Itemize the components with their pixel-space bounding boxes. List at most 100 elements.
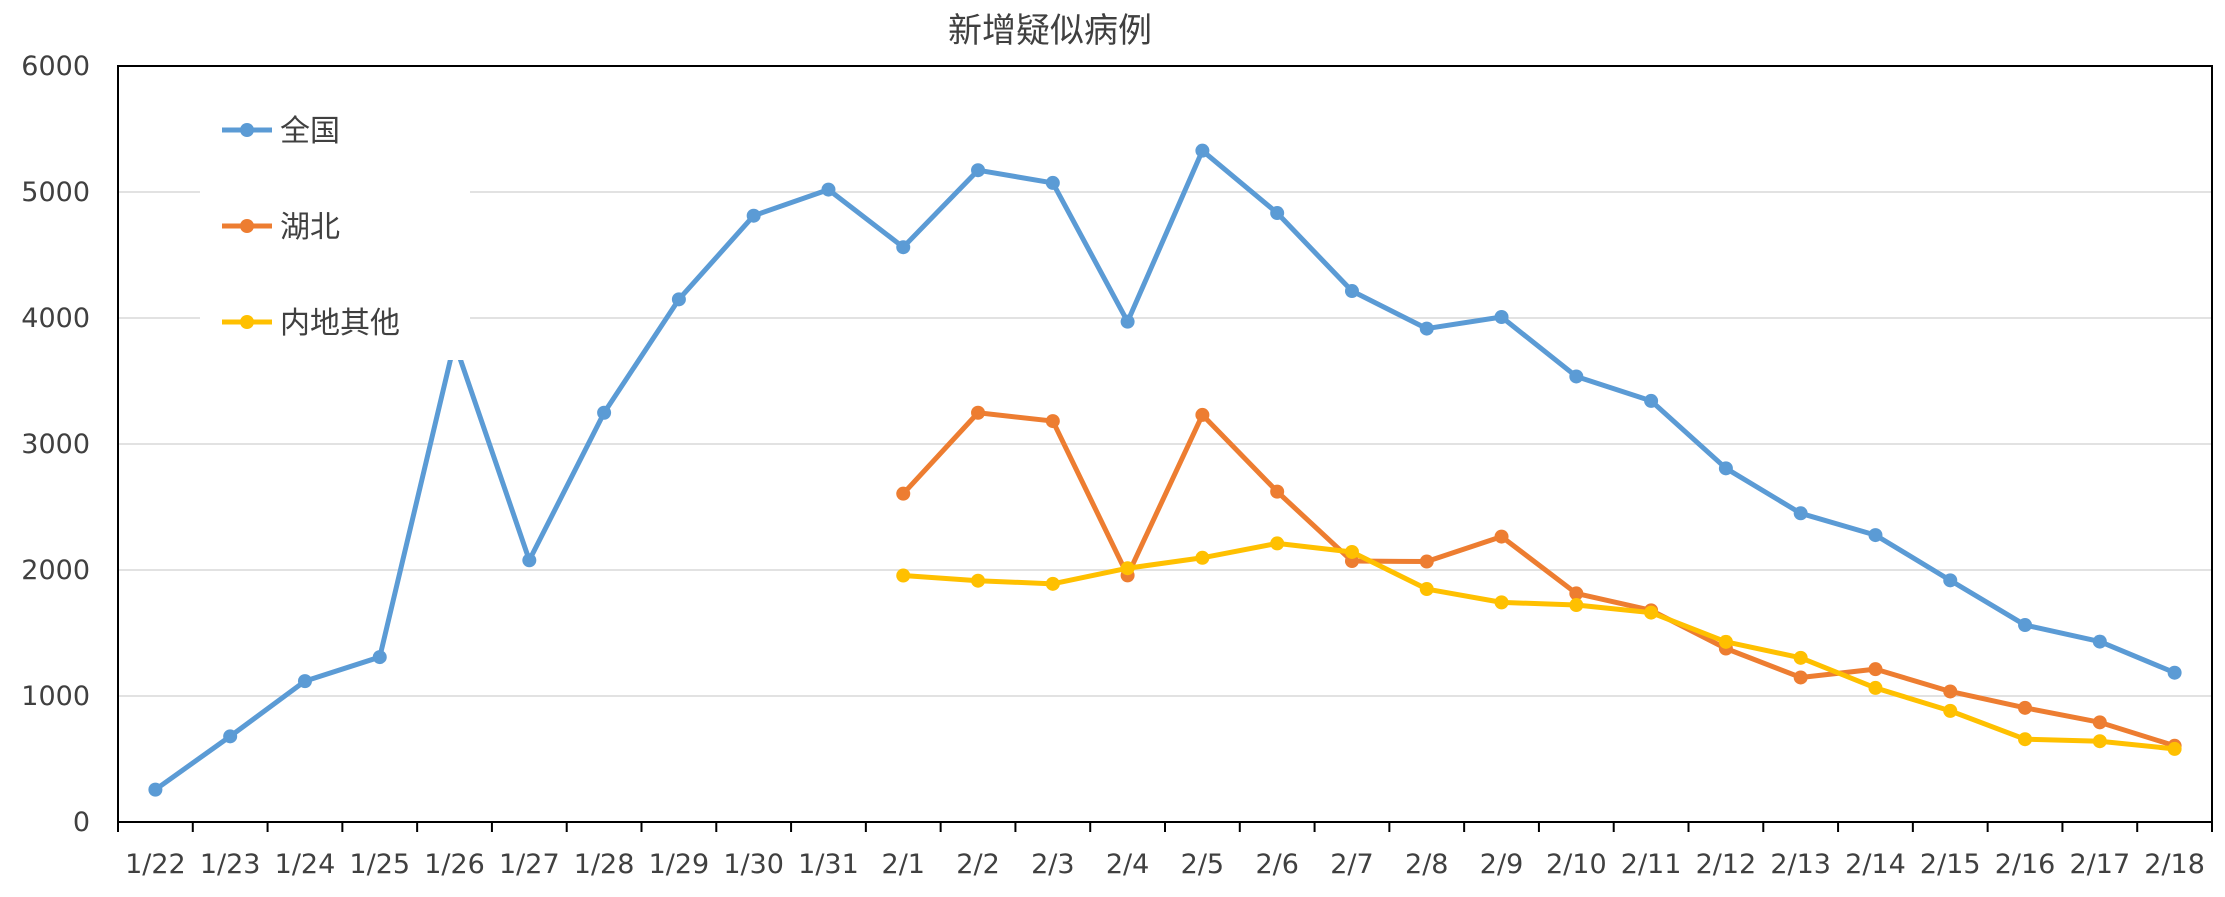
data-point — [1718, 461, 1733, 476]
legend-marker — [240, 315, 254, 329]
x-tick-label: 2/1 — [882, 849, 925, 880]
data-point — [1270, 206, 1285, 221]
data-point — [2167, 665, 2182, 680]
data-point — [1270, 536, 1285, 551]
data-point — [1569, 369, 1584, 384]
x-tick-label: 2/17 — [2070, 849, 2131, 880]
x-tick-label: 2/4 — [1106, 849, 1149, 880]
data-point — [148, 782, 163, 797]
series-2 — [896, 405, 2182, 753]
data-point — [2018, 700, 2033, 715]
x-tick-label: 2/15 — [1920, 849, 1981, 880]
data-point — [1644, 605, 1659, 620]
data-point — [297, 674, 312, 689]
data-point — [1195, 407, 1210, 422]
series-line — [900, 540, 2178, 752]
data-point — [2092, 734, 2107, 749]
data-point — [1344, 544, 1359, 559]
data-point — [1045, 175, 1060, 190]
x-tick-label: 1/22 — [125, 849, 186, 880]
data-point — [1045, 414, 1060, 429]
data-point — [1419, 321, 1434, 336]
data-point — [1718, 634, 1733, 649]
data-point — [1868, 680, 1883, 695]
x-tick-label: 1/26 — [424, 849, 485, 880]
x-tick-label: 2/7 — [1330, 849, 1373, 880]
data-point — [223, 729, 238, 744]
data-point — [522, 553, 537, 568]
data-point — [896, 486, 911, 501]
data-point — [1045, 576, 1060, 591]
data-point — [1793, 670, 1808, 685]
data-point — [1195, 143, 1210, 158]
chart-title: 新增疑似病例 — [948, 11, 1152, 51]
data-point — [2167, 741, 2182, 756]
data-point — [1644, 393, 1659, 408]
data-point — [1868, 528, 1883, 543]
x-tick-label: 2/5 — [1181, 849, 1224, 880]
data-point — [1120, 561, 1135, 576]
data-point — [1270, 484, 1285, 499]
y-tick-label: 4000 — [21, 303, 90, 334]
x-tick-label: 2/18 — [2144, 849, 2205, 880]
legend-item: 内地其他 — [222, 306, 400, 341]
x-tick-label: 2/14 — [1845, 849, 1906, 880]
data-point — [1793, 650, 1808, 665]
x-tick-label: 1/25 — [349, 849, 410, 880]
data-point — [2018, 732, 2033, 747]
x-tick-label: 2/9 — [1480, 849, 1523, 880]
data-point — [746, 208, 761, 223]
x-tick-label: 1/31 — [798, 849, 859, 880]
data-point — [1494, 309, 1509, 324]
data-point — [1868, 662, 1883, 677]
data-point — [1494, 595, 1509, 610]
y-tick-label: 1000 — [21, 681, 90, 712]
x-tick-label: 2/8 — [1405, 849, 1448, 880]
legend-item: 全国 — [222, 114, 340, 149]
series-1 — [148, 143, 2182, 797]
series-3 — [896, 536, 2182, 756]
data-point — [2018, 618, 2033, 633]
x-tick-label: 1/24 — [275, 849, 336, 880]
y-tick-label: 5000 — [21, 177, 90, 208]
legend-label: 内地其他 — [280, 306, 400, 341]
x-tick-label: 2/13 — [1770, 849, 1831, 880]
data-point — [1569, 598, 1584, 613]
data-point — [971, 573, 986, 588]
data-point — [1943, 573, 1958, 588]
data-point — [1344, 284, 1359, 299]
data-point — [671, 292, 686, 307]
data-point — [896, 568, 911, 583]
data-point — [1120, 314, 1135, 329]
y-tick-label: 0 — [73, 807, 90, 838]
data-point — [2092, 634, 2107, 649]
y-tick-label: 3000 — [21, 429, 90, 460]
data-point — [896, 240, 911, 255]
legend-marker — [240, 219, 254, 233]
series-line — [900, 410, 2178, 749]
data-point — [971, 405, 986, 420]
data-point — [821, 182, 836, 197]
legend-marker — [240, 123, 254, 137]
x-tick-label: 2/16 — [1995, 849, 2056, 880]
x-tick-label: 2/11 — [1621, 849, 1682, 880]
data-point — [1195, 550, 1210, 565]
x-tick-label: 2/12 — [1696, 849, 1757, 880]
y-tick-label: 2000 — [21, 555, 90, 586]
data-point — [1943, 703, 1958, 718]
data-point — [1419, 582, 1434, 597]
legend-item: 湖北 — [222, 210, 340, 245]
data-point — [597, 405, 612, 420]
series-line — [152, 148, 2178, 793]
x-tick-label: 1/27 — [499, 849, 560, 880]
legend-label: 湖北 — [280, 210, 340, 245]
x-tick-label: 1/23 — [200, 849, 261, 880]
x-tick-label: 1/28 — [574, 849, 635, 880]
data-point — [1943, 684, 1958, 699]
x-tick-label: 2/2 — [956, 849, 999, 880]
data-point — [971, 163, 986, 178]
x-tick-label: 1/29 — [649, 849, 710, 880]
